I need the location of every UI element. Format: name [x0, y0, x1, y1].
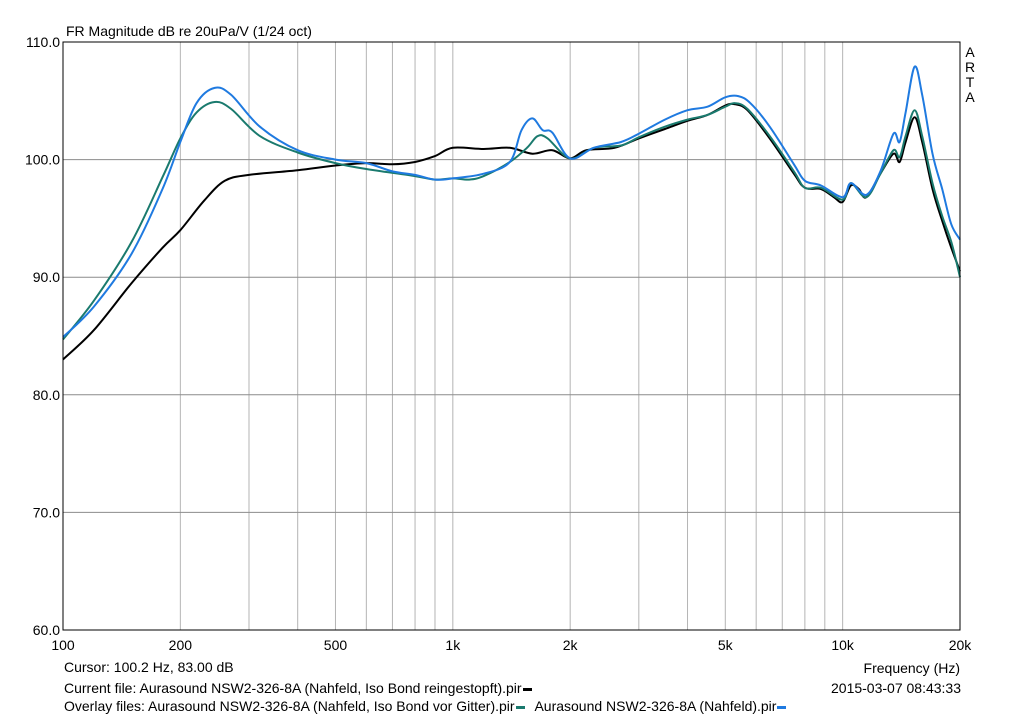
timestamp: 2015-03-07 08:43:33: [831, 680, 961, 696]
x-tick-label: 1k: [445, 637, 461, 653]
overlay-files-line: Overlay files: Aurasound NSW2-326-8A (Na…: [64, 698, 787, 714]
x-tick-label: 100: [51, 637, 75, 653]
overlay-files-label: Overlay files:: [64, 698, 145, 714]
chart-title: FR Magnitude dB re 20uPa/V (1/24 oct): [66, 23, 312, 39]
overlay-file-2: Aurasound NSW2-326-8A (Nahfeld).pir: [534, 698, 777, 714]
y-tick-label: 110.0: [26, 34, 60, 50]
x-tick-label: 10k: [831, 637, 855, 653]
series-line-1: [62, 102, 961, 361]
overlay-file-1: Aurasound NSW2-326-8A (Nahfeld, Iso Bond…: [148, 698, 515, 714]
current-file-name: Aurasound NSW2-326-8A (Nahfeld, Iso Bond…: [139, 680, 522, 696]
current-file-line: Current file: Aurasound NSW2-326-8A (Nah…: [64, 680, 532, 696]
y-tick-label: 100.0: [25, 152, 60, 168]
x-tick-label: 5k: [718, 637, 734, 653]
overlay-file-2-swatch: [777, 705, 787, 709]
y-tick-label: 90.0: [33, 269, 60, 285]
x-tick-label: 2k: [563, 637, 579, 653]
series-line-2: [62, 100, 961, 341]
plot-frame: [62, 41, 961, 631]
x-tick-label: 20k: [949, 637, 973, 653]
series-line-3: [62, 65, 961, 338]
x-axis-label: Frequency (Hz): [864, 660, 960, 676]
y-tick-label: 80.0: [33, 387, 60, 403]
overlay-file-1-swatch: [515, 705, 525, 709]
x-tick-label: 500: [324, 637, 348, 653]
y-tick-label: 70.0: [33, 504, 60, 520]
current-file-label: Current file:: [64, 680, 137, 696]
current-file-swatch: [522, 687, 532, 691]
y-tick-label: 60.0: [33, 622, 60, 638]
cursor-readout: Cursor: 100.2 Hz, 83.00 dB: [64, 659, 234, 675]
x-tick-label: 200: [169, 637, 193, 653]
